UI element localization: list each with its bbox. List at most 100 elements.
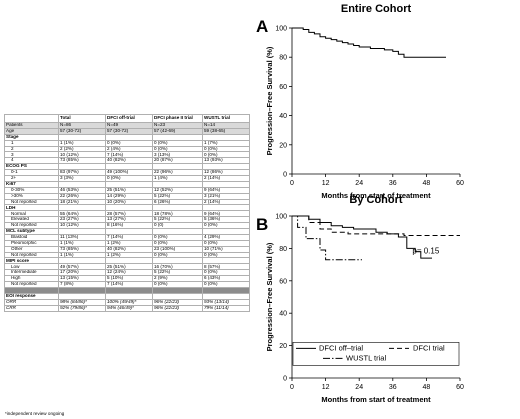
legend-box xyxy=(292,342,460,366)
table-cell xyxy=(202,180,250,188)
table-header-cell: WUSTL trial xyxy=(202,114,250,123)
table-separator-row xyxy=(4,286,250,294)
table-cell: 92% (79/86)* xyxy=(58,304,106,312)
table-row: Other 73 (85%) 40 (82%) 23 (100%) 10 (71%) xyxy=(4,245,250,253)
table-row: 0-30% 46 (53%) 25 (51%) 12 (52%) 9 (64%) xyxy=(4,186,250,194)
y-tick-label: 0 xyxy=(283,172,287,179)
table-row: 2+ 3 (3%) 0 (0%) 1 (4%) 2 (14%) xyxy=(4,175,250,182)
table-row: 0-1 83 (97%) 49 (100%) 22 (96%) 12 (86%) xyxy=(4,169,250,177)
y-tick-label: 80 xyxy=(279,246,287,253)
table-row: >30% 22 (26%) 14 (29%) 5 (22%) 3 (21%) xyxy=(4,192,250,200)
table-cell xyxy=(202,133,250,141)
table-row: CRR 92% (79/86)* 94% (46/49)* 96% (22/23) 79… xyxy=(4,304,250,312)
table-cell xyxy=(202,286,250,294)
table-cell xyxy=(202,228,250,235)
y-tick-label: 60 xyxy=(279,278,287,285)
y-tick-label: 20 xyxy=(279,343,287,350)
y-axis-label: Progression–Free Survival (%) xyxy=(265,46,274,155)
table-row: ECOG PS xyxy=(4,163,250,171)
table-cell: 2 (14%) xyxy=(202,198,250,206)
table-row: Age 57 (30-72) 57 (30-72) 57 (42-69) 59 (38-… xyxy=(4,127,250,135)
table-cell: 0 (0%) xyxy=(202,222,250,230)
table-cell: 59 (38-65) xyxy=(202,127,250,135)
table-cell: 3 (21%) xyxy=(202,192,250,200)
table-header-row: Total DFCI off-trial DFCI phase II trial… xyxy=(4,114,250,123)
table-cell: 12 (86%) xyxy=(202,169,250,177)
table-row: Patients N=86 N=49 N=23 N=14 xyxy=(4,122,250,129)
x-tick-label: 0 xyxy=(290,384,294,391)
table-row: Blastoid 11 (13%) 7 (14%) 0 (0%) 4 (29%) xyxy=(4,233,250,241)
table-cell: 9 (64%) xyxy=(202,210,250,218)
table-cell xyxy=(202,204,250,212)
y-tick-label: 60 xyxy=(279,84,287,91)
table-cell: 10 (71%) xyxy=(202,245,250,253)
table-row: Not reported 18 (21%) 10 (20%) 6 (26%) 2 (14… xyxy=(4,198,250,206)
y-tick-label: 20 xyxy=(279,142,287,149)
x-tick-label: 48 xyxy=(423,384,431,391)
x-tick-label: 48 xyxy=(423,180,431,187)
table-header-cell: DFCI off-trial xyxy=(105,114,153,123)
p-value-annotation: p= 0.15 xyxy=(412,246,439,255)
y-tick-label: 100 xyxy=(275,26,287,33)
table-row: Pleomorphic 1 (1%) 1 (2%) 0 (0%) 0 (0%) xyxy=(4,239,250,247)
table-body: Patients N=86 N=49 N=23 N=14 Age 57 (30-72) 57 … xyxy=(4,122,250,312)
x-tick-label: 24 xyxy=(355,384,363,391)
table-header-cell xyxy=(4,114,59,123)
table-row: LDH xyxy=(4,204,250,212)
table-cell: 0 (0%) xyxy=(202,151,250,159)
y-tick-label: 0 xyxy=(283,376,287,383)
table-row: 4 73 (85%) 40 (82%) 20 (87%) 13 (93%) xyxy=(4,157,250,165)
table-cell: 1 (7%) xyxy=(202,139,250,147)
table-cell: 79% (11/14) xyxy=(202,304,250,312)
table-cell: 0 (0%) xyxy=(202,145,250,153)
series-line-2 xyxy=(292,215,362,261)
x-tick-label: 60 xyxy=(456,384,464,391)
table-cell: 5 (36%) xyxy=(202,216,250,224)
y-axis-label: Progression–Free Survival (%) xyxy=(265,242,274,351)
table-header-cell: Total xyxy=(58,114,106,123)
chart-title: Entire Cohort xyxy=(341,3,412,15)
x-axis-label: Months from start of treatment xyxy=(321,191,431,200)
table-cell: 2 (14%) xyxy=(202,175,250,182)
table-row: Normal 55 (64%) 28 (57%) 18 (78%) 9 (64%) xyxy=(4,210,250,218)
table-row: Stage xyxy=(4,133,250,141)
table-row: ORR 98% (84/86)* 100% (49/49)* 96% (22/23) 9… xyxy=(4,298,250,306)
table-row: Not reported 10 (12%) 8 (16%) 0 (0) 0 (0%) xyxy=(4,222,250,230)
x-tick-label: 12 xyxy=(322,180,330,187)
x-tick-label: 36 xyxy=(389,180,397,187)
table-cell xyxy=(202,163,250,171)
series-line-1 xyxy=(292,215,460,236)
y-tick-label: 40 xyxy=(279,311,287,318)
table-cell: 0 (0%) xyxy=(202,239,250,247)
chart-title: By Cohort xyxy=(349,194,403,206)
x-tick-label: 36 xyxy=(389,384,397,391)
by-cohort-plot: B 0 12 24 36 48 60 0 20 40 60 80 100 Months from star… xyxy=(256,214,464,405)
x-tick-label: 60 xyxy=(456,180,464,187)
table-cell: 4 (29%) xyxy=(202,233,250,241)
table-row: Ki67 xyxy=(4,180,250,188)
table-footnote: *independent review ongoing xyxy=(5,411,65,416)
series-line-0 xyxy=(292,215,432,259)
y-tick-label: 80 xyxy=(279,55,287,62)
y-tick-label: 100 xyxy=(275,214,287,221)
y-tick-label: 40 xyxy=(279,113,287,120)
x-tick-label: 0 xyxy=(290,180,294,187)
x-tick-label: 12 xyxy=(322,384,330,391)
table-row: MCL subtype xyxy=(4,228,250,235)
table-row: Elevated 23 (27%) 13 (27%) 5 (22%) 5 (36%) xyxy=(4,216,250,224)
legend-label: DFCI off–trial xyxy=(319,343,363,352)
table-row: 3 10 (12%) 7 (14%) 3 (13%) 0 (0%) xyxy=(4,151,250,159)
series-line-0 xyxy=(292,27,446,58)
table-header-cell: DFCI phase II trial xyxy=(152,114,203,123)
x-axis-label: Months from start of treatment xyxy=(321,395,431,404)
panel-label: B xyxy=(256,215,268,234)
table-cell: 9 (64%) xyxy=(202,186,250,194)
table-cell: 94% (46/49)* xyxy=(105,304,153,312)
entire-cohort-plot: Entire Cohort A 0 12 24 36 48 60 0 20 40 60 80 100 Mon… xyxy=(256,3,464,206)
x-tick-label: 24 xyxy=(355,180,363,187)
legend-label: DFCI trial xyxy=(413,343,445,352)
patient-characteristics-table: Total DFCI off-trial DFCI phase II trial… xyxy=(4,114,250,312)
table-cell: 13 (93%) xyxy=(202,157,250,165)
